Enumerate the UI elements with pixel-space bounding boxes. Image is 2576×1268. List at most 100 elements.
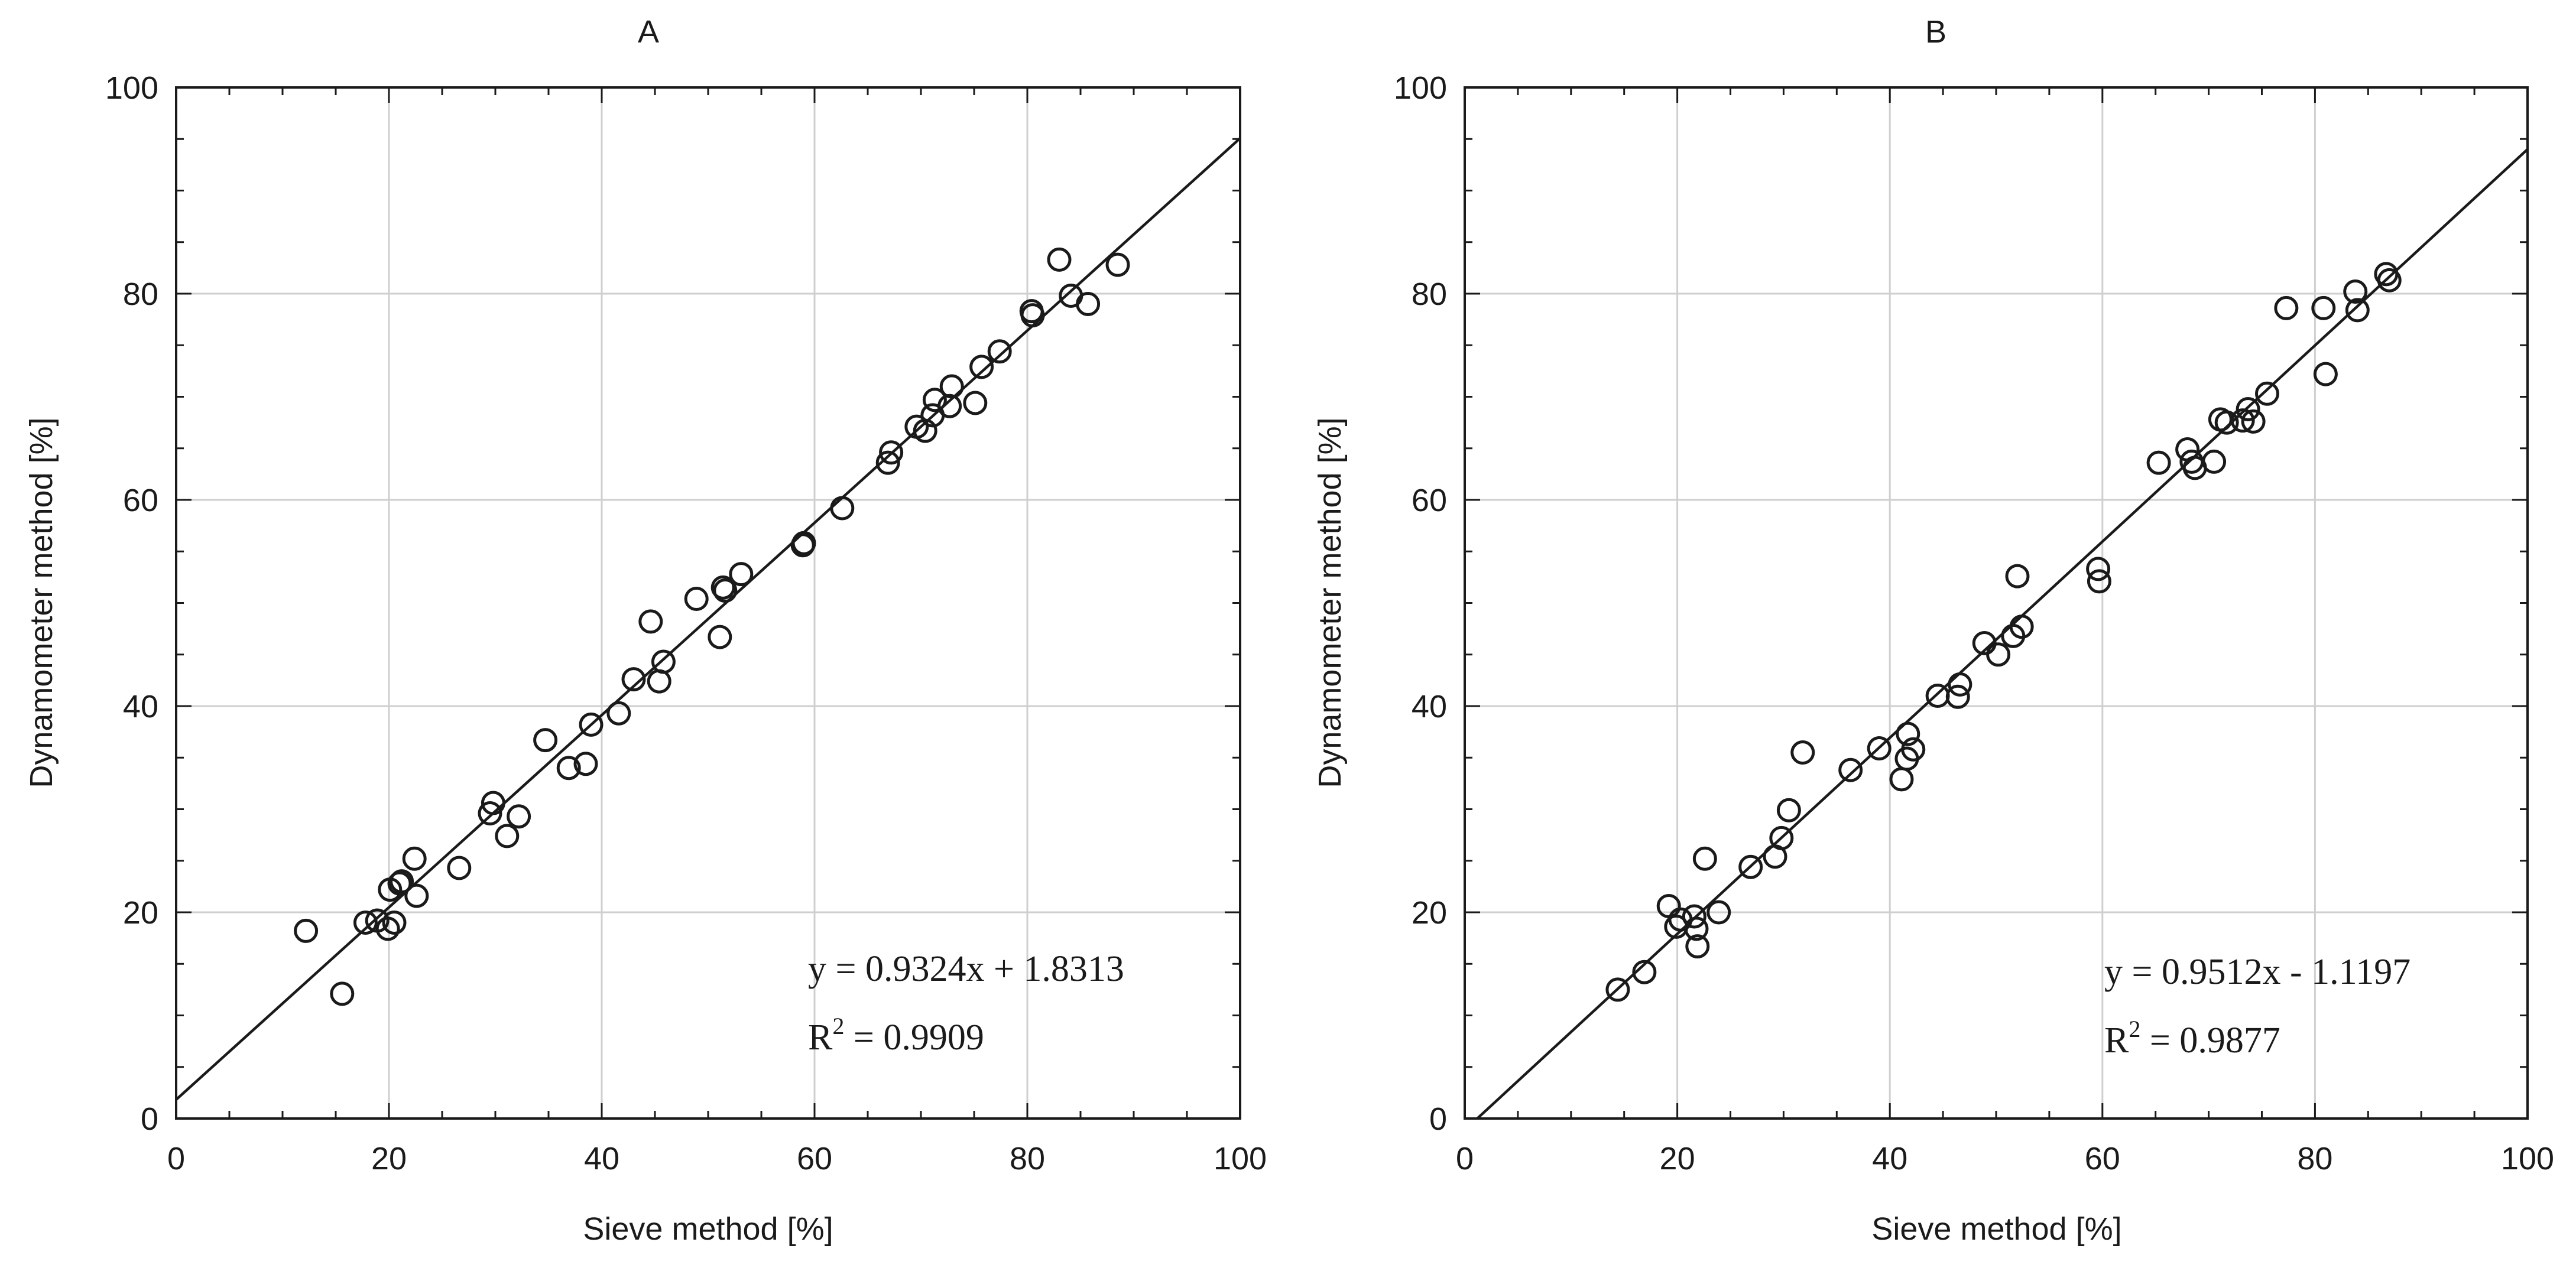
data-point	[2087, 569, 2111, 594]
data-point	[579, 712, 604, 737]
y-axis-label: Dynamometer method [%]	[24, 417, 59, 788]
data-point	[939, 374, 964, 399]
data-point	[1838, 757, 1863, 782]
r-squared-prefix: R	[2104, 1020, 2129, 1061]
data-point	[1738, 854, 1763, 879]
data-point	[1605, 977, 1630, 1002]
r-squared-superscript: 2	[2129, 1016, 2140, 1042]
data-point	[1901, 737, 1926, 762]
y-axis-label: Dynamometer method [%]	[1312, 417, 1348, 788]
data-point	[404, 883, 429, 908]
data-point	[1685, 934, 1710, 959]
x-tick-label: 60	[797, 1141, 832, 1176]
data-point	[2241, 409, 2266, 434]
data-point	[2086, 557, 2111, 581]
data-point	[1706, 900, 1731, 925]
r-squared-value: = 0.9877	[2140, 1020, 2280, 1061]
data-point	[713, 578, 738, 603]
y-tick-label: 100	[1394, 70, 1447, 106]
data-point	[2274, 295, 2299, 320]
x-tick-label: 0	[167, 1141, 185, 1176]
data-point	[1692, 846, 1717, 871]
x-tick-label: 40	[1872, 1141, 1907, 1176]
data-point	[2345, 298, 2370, 323]
r-squared-superscript: 2	[832, 1013, 844, 1039]
trendline	[175, 137, 1241, 1101]
r-squared-prefix: R	[808, 1017, 833, 1058]
chart-panel-a: A Dynamometer method [%] Sieve method [%…	[24, 14, 1267, 1247]
data-point	[1684, 916, 1709, 941]
x-axis-label: Sieve method [%]	[1871, 1211, 2121, 1247]
data-point	[963, 391, 988, 415]
data-point	[1769, 825, 1794, 850]
chart-panel-b: B Dynamometer method [%] Sieve method [%…	[1312, 14, 2554, 1247]
data-point	[2146, 450, 2171, 475]
data-point	[2236, 396, 2260, 421]
data-point	[1945, 684, 1970, 709]
data-point	[2343, 279, 2368, 304]
plot-background	[1465, 87, 2528, 1119]
data-point	[507, 804, 531, 829]
data-point	[2313, 362, 2338, 386]
data-point	[729, 562, 754, 587]
data-point	[606, 701, 631, 726]
x-axis-label: Sieve method [%]	[583, 1211, 833, 1247]
data-point	[2005, 564, 2030, 589]
data-point	[2214, 410, 2239, 435]
data-point	[2377, 268, 2402, 292]
data-point	[382, 910, 407, 935]
plot-frame	[175, 86, 1241, 1120]
r-squared-label: R2 = 0.9877	[2104, 1016, 2280, 1061]
y-tick-label: 0	[1429, 1101, 1447, 1137]
data-point	[573, 752, 598, 776]
data-point	[478, 801, 502, 825]
plot-background	[176, 87, 1240, 1119]
data-point	[621, 667, 646, 692]
data-point	[969, 355, 994, 379]
data-point	[2311, 295, 2336, 320]
data-point	[1682, 904, 1706, 929]
data-point	[447, 856, 472, 880]
data-point	[1986, 642, 2011, 667]
y-tick-label: 80	[1412, 277, 1447, 312]
x-tick-label: 60	[2085, 1141, 2120, 1176]
data-point	[708, 625, 732, 649]
data-point	[294, 918, 319, 943]
chart-title: A	[638, 14, 659, 50]
data-point	[710, 575, 735, 600]
data-point	[1632, 960, 1657, 984]
data-point	[1076, 291, 1101, 316]
r-squared-value: = 0.9909	[844, 1017, 984, 1058]
data-point	[684, 587, 709, 612]
data-point	[875, 450, 900, 475]
x-tick-label: 100	[1214, 1141, 1267, 1176]
y-tick-label: 20	[123, 895, 158, 931]
data-point	[1790, 740, 1815, 765]
r-squared-label: R2 = 0.9909	[808, 1013, 984, 1058]
data-point	[556, 756, 581, 781]
data-point	[2230, 408, 2255, 433]
y-tick-label: 40	[1412, 689, 1447, 724]
data-point	[1867, 736, 1892, 761]
data-point	[1948, 672, 1972, 697]
x-tick-label: 80	[1010, 1141, 1045, 1176]
data-point	[879, 440, 904, 465]
data-point	[402, 846, 427, 871]
y-tick-label: 40	[123, 689, 158, 724]
data-point	[651, 649, 676, 674]
data-point	[2009, 615, 2034, 639]
plot-frame	[1464, 86, 2529, 1120]
data-point	[1047, 247, 1072, 272]
data-point	[330, 981, 355, 1006]
data-point	[913, 418, 937, 443]
data-point	[481, 791, 505, 815]
x-tick-label: 80	[2297, 1141, 2332, 1176]
x-tick-label: 100	[2501, 1141, 2554, 1176]
data-point	[375, 916, 400, 941]
data-point	[387, 871, 412, 896]
y-tick-label: 0	[141, 1101, 158, 1137]
chart-title: B	[1925, 14, 1946, 50]
y-tick-label: 80	[123, 277, 158, 312]
y-tick-label: 100	[105, 70, 158, 106]
x-tick-label: 0	[1456, 1141, 1474, 1176]
